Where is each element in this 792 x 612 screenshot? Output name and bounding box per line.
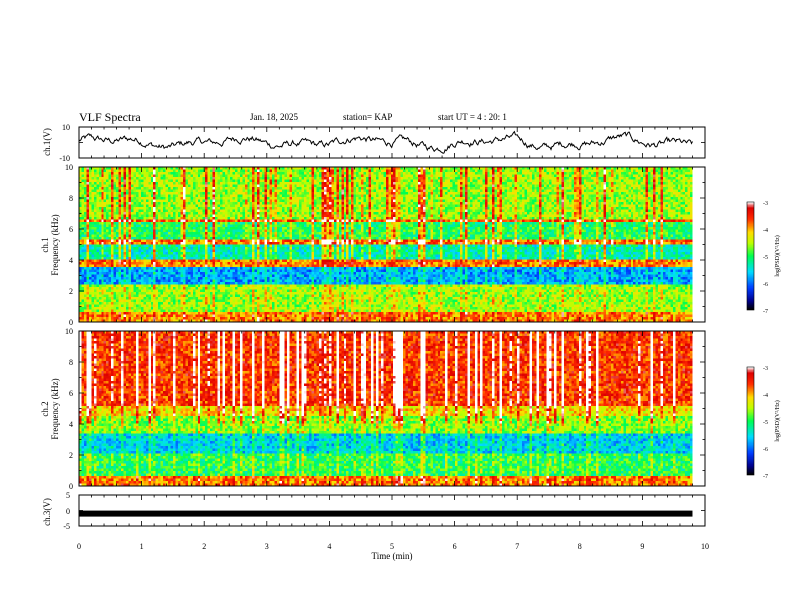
ch2-cbar-tick: -6 (763, 447, 768, 453)
ch1-ytick-label: 10 (62, 123, 70, 132)
ch1-spectrogram-frame (78, 166, 706, 323)
figure-title: VLF Spectra (79, 110, 141, 124)
ch1-cbar-label: log(PSD)(V²/Hz) (774, 235, 781, 276)
ch1-spec-ytick-label: 8 (69, 194, 73, 203)
ch2-colorbar (747, 367, 754, 475)
header-station: station= KAP (343, 112, 393, 122)
ch2-spectrogram-image (79, 331, 705, 486)
ch1-ylabel: ch.1(V) (42, 128, 52, 156)
ch1-cbar-tick: -5 (763, 255, 768, 261)
ch1-spec-ylabel-channel: ch.1 (40, 237, 50, 252)
xtick-label: 9 (640, 542, 644, 551)
x-axis-label: Time (min) (372, 551, 413, 561)
ch2-spec-ytick-label: 6 (69, 389, 73, 398)
ch3-waveform-trace (79, 510, 693, 517)
ch3-ytick-label: 0 (66, 507, 70, 516)
header-start-ut: start UT = 4 : 20: 1 (438, 112, 507, 122)
header-date: Jan. 18, 2025 (250, 112, 298, 122)
ch2-colorbar-frame (746, 366, 755, 476)
xtick-label: 0 (77, 542, 81, 551)
ch2-spectrogram-frame (78, 330, 706, 487)
ch1-cbar-tick: -7 (763, 309, 768, 315)
ch1-waveform-trace (78, 130, 693, 154)
ch2-spec-ylabel-channel: ch.2 (40, 401, 50, 416)
ch2-cbar-tick: -3 (763, 366, 768, 372)
ch2-spec-ylabel-frequency: Frequency (kHz) (50, 378, 60, 439)
xtick-label: 3 (265, 542, 269, 551)
xtick-label: 8 (578, 542, 582, 551)
ch1-spec-ytick-label: 2 (69, 287, 73, 296)
ch3-ylabel: ch.3(V) (42, 498, 52, 526)
ch1-spec-ytick-label: 4 (69, 256, 73, 265)
ch2-spec-ytick-label: 8 (69, 358, 73, 367)
ch1-spec-ytick-label: 10 (65, 163, 73, 172)
axis-ticks (78, 126, 706, 527)
xtick-label: 2 (202, 542, 206, 551)
ch2-cbar-tick: -5 (763, 420, 768, 426)
ch2-spec-ytick-label: 2 (69, 451, 73, 460)
ch1-cbar-tick: -3 (763, 201, 768, 207)
ch2-cbar-tick: -7 (763, 474, 768, 480)
ch1-spec-ytick-label: 6 (69, 225, 73, 234)
ch3-ytick-label: 5 (66, 491, 70, 500)
ch1-spec-ytick-label: 0 (69, 318, 73, 327)
ch1-ytick-label: -10 (59, 154, 70, 163)
ch1-cbar-tick: -4 (763, 228, 768, 234)
xtick-label: 7 (515, 542, 519, 551)
xtick-label: 4 (327, 542, 331, 551)
ch1-spec-ylabel-frequency: Frequency (kHz) (50, 214, 60, 275)
xtick-label: 6 (453, 542, 457, 551)
xtick-label: 10 (701, 542, 709, 551)
ch2-cbar-label: log(PSD)(V²/Hz) (774, 400, 781, 441)
ch1-cbar-tick: -6 (763, 282, 768, 288)
ch3-ytick-label: -5 (63, 522, 70, 531)
xtick-label: 1 (140, 542, 144, 551)
ch2-spec-ytick-label: 0 (69, 482, 73, 491)
ch2-cbar-tick: -4 (763, 393, 768, 399)
ch1-colorbar-frame (746, 201, 755, 311)
ch2-spec-ytick-label: 4 (69, 420, 73, 429)
ch1-spectrogram-image (79, 167, 705, 322)
ch1-colorbar (747, 202, 754, 310)
ch2-spec-ytick-label: 10 (65, 327, 73, 336)
xtick-label: 5 (390, 542, 394, 551)
